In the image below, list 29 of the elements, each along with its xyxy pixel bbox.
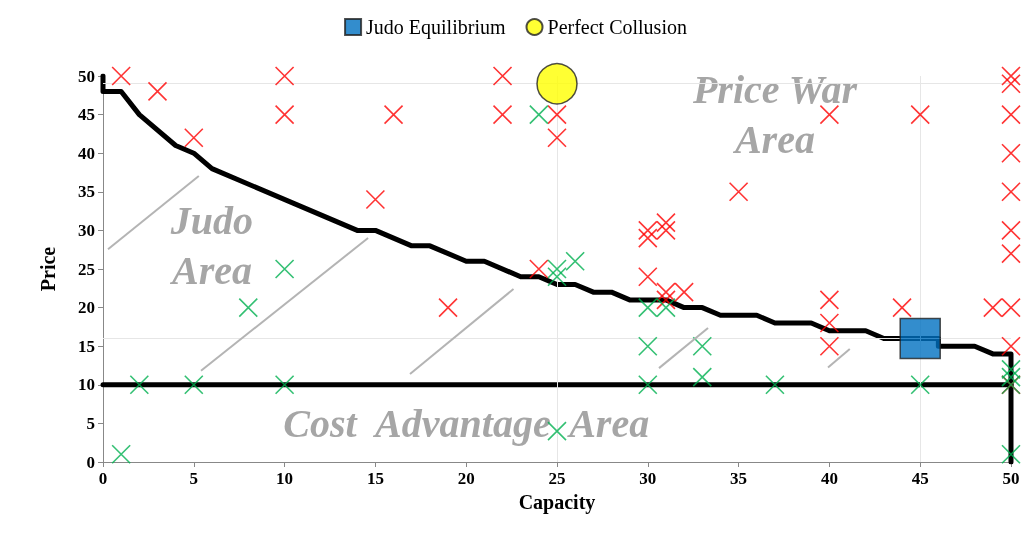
x-tick-label: 20	[457, 469, 475, 488]
y-tick-label: 45	[78, 105, 95, 125]
y-tick-label: 10	[78, 375, 95, 395]
x-tick-label: 10	[276, 469, 294, 488]
x-tick-label: 30	[639, 469, 657, 488]
y-tick-label: 15	[78, 336, 95, 356]
x-tick-label: 15	[366, 469, 384, 488]
annotation: Judo Area	[168, 198, 254, 294]
x-tick-label: 40	[820, 469, 838, 488]
x-tick-label: 25	[548, 469, 566, 488]
y-tick-label: 5	[86, 413, 95, 433]
legend-label: Perfect Collusion	[547, 16, 687, 38]
legend-label: Judo Equilibrium	[366, 16, 506, 39]
y-tick-label: 20	[78, 298, 95, 318]
x-tick-label: 0	[98, 469, 108, 488]
x-tick-label: 50	[1002, 469, 1020, 488]
y-axis-title: Price	[37, 246, 59, 292]
y-tick-label: 30	[78, 220, 95, 240]
y-tick-label: 25	[78, 259, 95, 279]
x-axis-title: Capacity	[518, 491, 596, 514]
annotation: Price War Area	[691, 67, 858, 163]
x-tick-label: 45	[911, 469, 929, 488]
y-tick-label: 40	[78, 143, 95, 163]
x-tick-label: 5	[189, 469, 199, 488]
annotation: Cost Advantage Area	[283, 400, 650, 446]
x-tick-label: 35	[730, 469, 748, 488]
y-tick-label: 50	[78, 66, 95, 86]
y-tick-label: 35	[78, 182, 95, 202]
y-tick-label: 0	[86, 452, 95, 472]
